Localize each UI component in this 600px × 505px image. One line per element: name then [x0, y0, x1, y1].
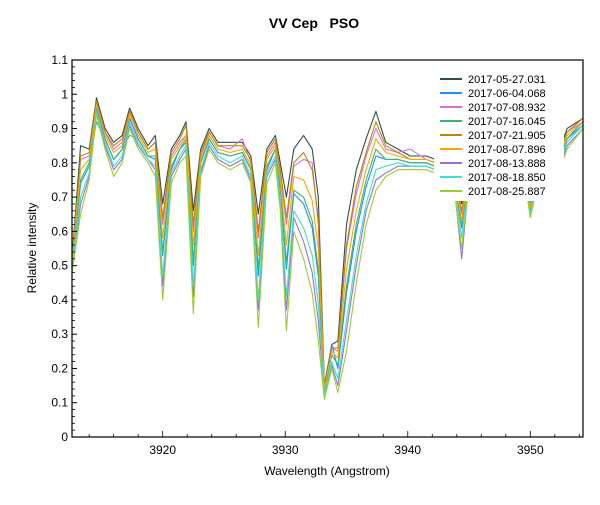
legend-label: 2017-05-27.031	[468, 74, 546, 86]
legend-label: 2017-07-21.905	[468, 130, 546, 142]
y-axis-label: Relative intensity	[25, 203, 39, 294]
y-tick-label: 0.4	[51, 293, 68, 307]
series-layer	[72, 97, 583, 400]
legend-label: 2017-08-18.850	[468, 172, 546, 184]
legend: 2017-05-27.031 2017-06-04.068 2017-07-08.9…	[440, 74, 546, 198]
y-tick-label: 1	[61, 87, 68, 101]
x-tick-label: 3920	[149, 443, 176, 457]
y-tick-label: 0.1	[51, 396, 68, 410]
legend-label: 2017-07-08.932	[468, 102, 546, 114]
plot-frame	[71, 59, 584, 438]
x-tick-label: 3930	[272, 443, 299, 457]
y-tick-label: 0.5	[51, 259, 68, 273]
y-tick-label: 0.2	[51, 361, 68, 375]
series-line-2017-08-18.850	[72, 110, 583, 397]
y-tick-label: 0.3	[51, 327, 68, 341]
legend-label: 2017-08-25.887	[468, 186, 546, 198]
legend-label: 2017-08-07.896	[468, 144, 546, 156]
series-line-2017-08-25.887	[72, 114, 583, 400]
x-tick-label: 3940	[394, 443, 421, 457]
y-tick-label: 0.6	[51, 224, 68, 238]
axes: 0 0.1 0.2 0.3 0.4 0.5 0.6 0.7 0.8 0.9 1 1.1 3920 3930…	[51, 53, 580, 457]
chart-title: VV Cep PSO	[269, 15, 359, 31]
y-tick-label: 0	[61, 430, 68, 444]
x-axis-label: Wavelength (Angstrom)	[264, 464, 390, 478]
legend-label: 2017-07-16.045	[468, 116, 546, 128]
y-tick-label: 0.9	[51, 122, 68, 136]
legend-label: 2017-08-13.888	[468, 158, 546, 170]
y-tick-label: 0.8	[51, 156, 68, 170]
legend-label: 2017-06-04.068	[468, 88, 546, 100]
y-tick-label: 1.1	[51, 53, 68, 67]
y-tick-label: 0.7	[51, 190, 68, 204]
x-tick-label: 3950	[517, 443, 544, 457]
